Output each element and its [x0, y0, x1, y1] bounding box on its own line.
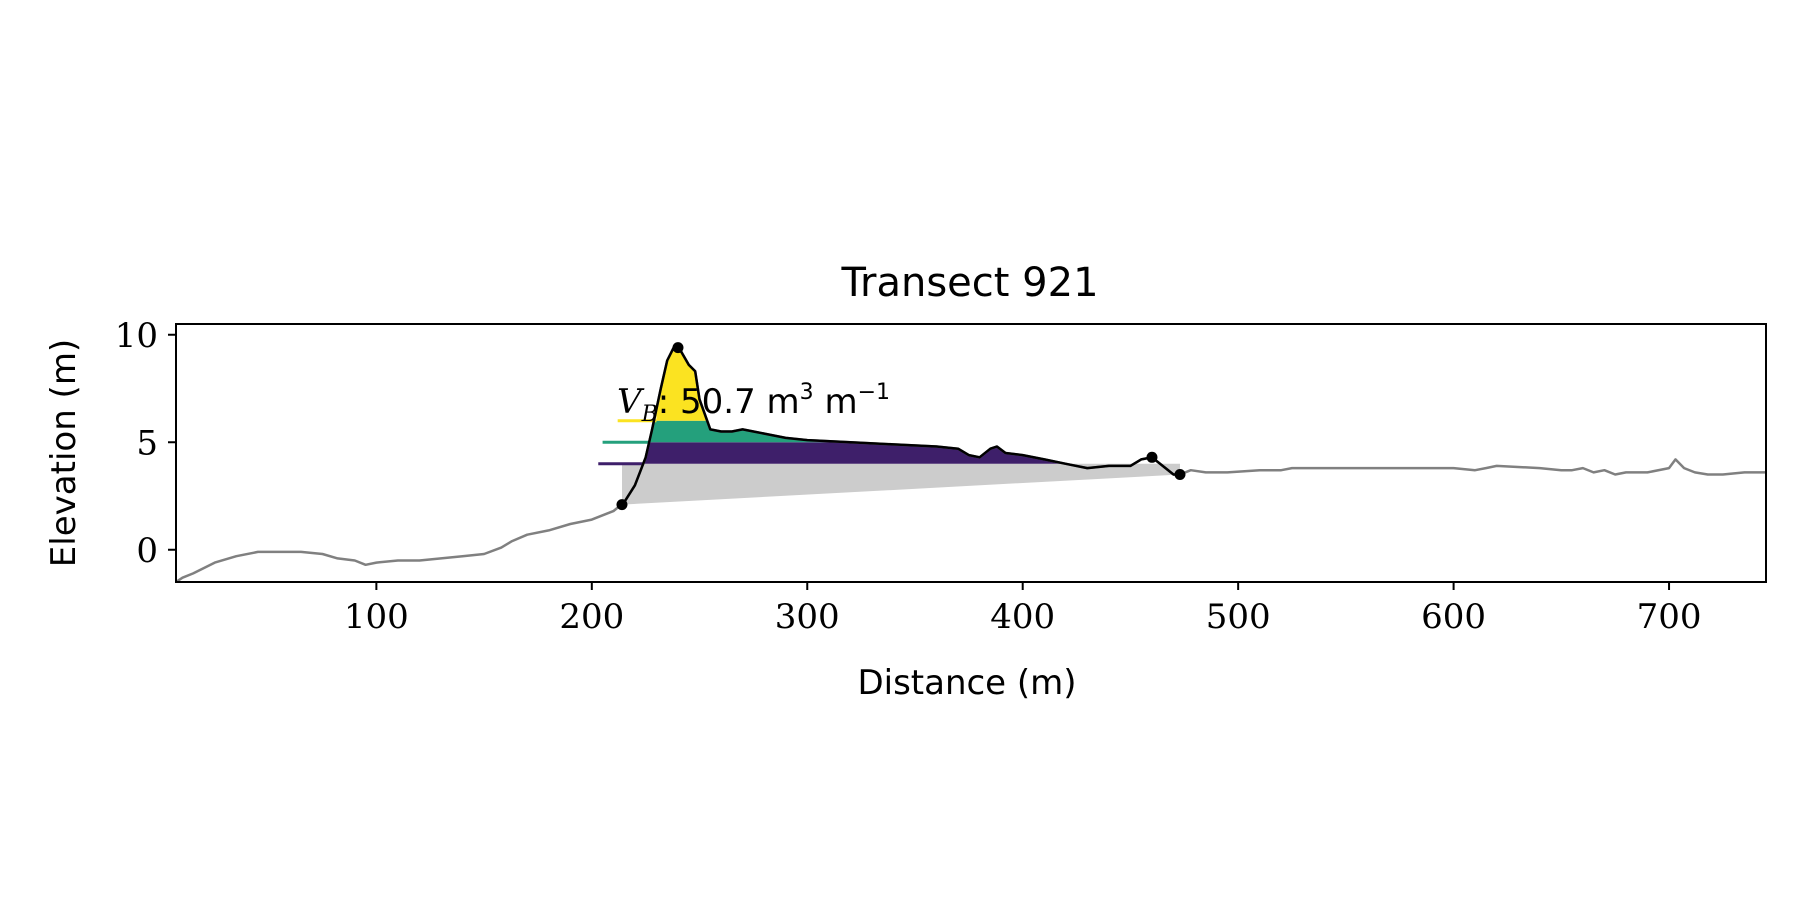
profile-marker-3	[1146, 451, 1158, 463]
volume-value: : 50.7 m	[658, 382, 800, 422]
base-volume-fill	[622, 463, 1180, 505]
volume-symbol: V	[617, 382, 645, 422]
x-tick-label: 200	[559, 597, 624, 637]
band-upper	[656, 347, 711, 421]
band-lower	[643, 442, 1092, 464]
x-tick-label: 600	[1421, 597, 1486, 637]
plot-area	[176, 342, 1766, 582]
x-tick-label: 100	[344, 597, 409, 637]
axis-ticks: 100 200 300 400 500 600 700 0 5 10	[115, 316, 1702, 637]
x-tick-label: 700	[1637, 597, 1702, 637]
profile-line-dune	[621, 346, 1180, 506]
volume-exponent: 3	[800, 380, 814, 405]
y-tick-label: 0	[136, 531, 158, 571]
y-tick-label: 10	[115, 316, 158, 356]
y-axis-label: Elevation (m)	[44, 339, 84, 567]
volume-annotation: VB: 50.7 m3 m−1	[617, 380, 890, 427]
x-axis-label: Distance (m)	[857, 663, 1076, 703]
profile-marker-1	[616, 499, 628, 511]
axes-frame	[175, 323, 1767, 583]
band-middle	[650, 420, 1092, 443]
chart-title: Transect 921	[840, 260, 1098, 306]
profile-marker-2	[672, 342, 684, 354]
profile-marker-4	[1174, 469, 1186, 480]
y-tick-label: 5	[136, 423, 158, 463]
x-tick-label: 400	[990, 597, 1055, 637]
volume-unit: m	[814, 382, 858, 422]
volume-subscript: B	[641, 402, 658, 427]
x-tick-label: 500	[1206, 597, 1271, 637]
x-tick-label: 300	[775, 597, 840, 637]
volume-exponent2: −1	[858, 380, 890, 405]
